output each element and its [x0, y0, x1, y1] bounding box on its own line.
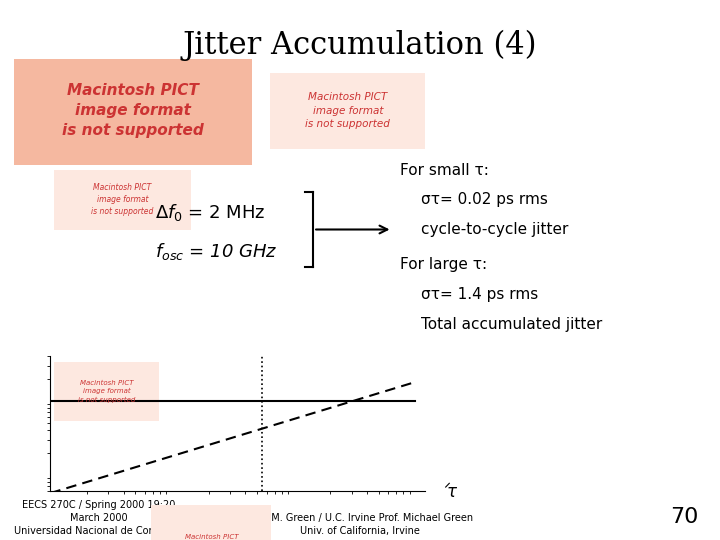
- Text: For small τ:: For small τ:: [400, 163, 488, 178]
- FancyBboxPatch shape: [151, 505, 271, 540]
- Text: Macintosh PICT
image format
is not supported: Macintosh PICT image format is not suppo…: [78, 380, 135, 403]
- Text: Jitter Accumulation (4): Jitter Accumulation (4): [183, 30, 537, 61]
- Text: στ= 0.02 ps rms: στ= 0.02 ps rms: [421, 192, 548, 207]
- Text: $\tau$: $\tau$: [446, 483, 458, 502]
- FancyBboxPatch shape: [54, 362, 159, 421]
- Text: στ= 1.4 ps rms: στ= 1.4 ps rms: [421, 287, 539, 302]
- Text: Macintosh PICT
image format
is not supported: Macintosh PICT image format is not suppo…: [305, 92, 390, 129]
- Text: Macintosh PICT
image format
is not supported: Macintosh PICT image format is not suppo…: [91, 184, 153, 216]
- Text: For large τ:: For large τ:: [400, 257, 487, 272]
- FancyBboxPatch shape: [270, 73, 425, 148]
- Text: Prof. M. Green / U.C. Irvine Prof. Michael Green
Univ. of California, Irvine: Prof. M. Green / U.C. Irvine Prof. Micha…: [247, 514, 473, 536]
- Text: Macintosh PICT
image format
is not supported: Macintosh PICT image format is not suppo…: [63, 83, 204, 138]
- Text: $f_{osc}$ = 10 GHz: $f_{osc}$ = 10 GHz: [155, 241, 277, 261]
- FancyBboxPatch shape: [54, 170, 191, 230]
- Text: cycle-to-cycle jitter: cycle-to-cycle jitter: [421, 222, 569, 237]
- Text: $\Delta f_0$ = 2 MHz: $\Delta f_0$ = 2 MHz: [155, 202, 266, 222]
- FancyBboxPatch shape: [14, 59, 252, 165]
- Text: Total accumulated jitter: Total accumulated jitter: [421, 316, 603, 332]
- Text: (log scale): (log scale): [191, 366, 256, 379]
- Text: EECS 270C / Spring 2000 19:20
March 2000
Universidad Nacional de Cordoba /
Clari: EECS 270C / Spring 2000 19:20 March 2000…: [14, 500, 184, 540]
- Text: Macintosh PICT
image format
is not supported: Macintosh PICT image format is not suppo…: [183, 534, 240, 540]
- Text: 70: 70: [670, 507, 698, 527]
